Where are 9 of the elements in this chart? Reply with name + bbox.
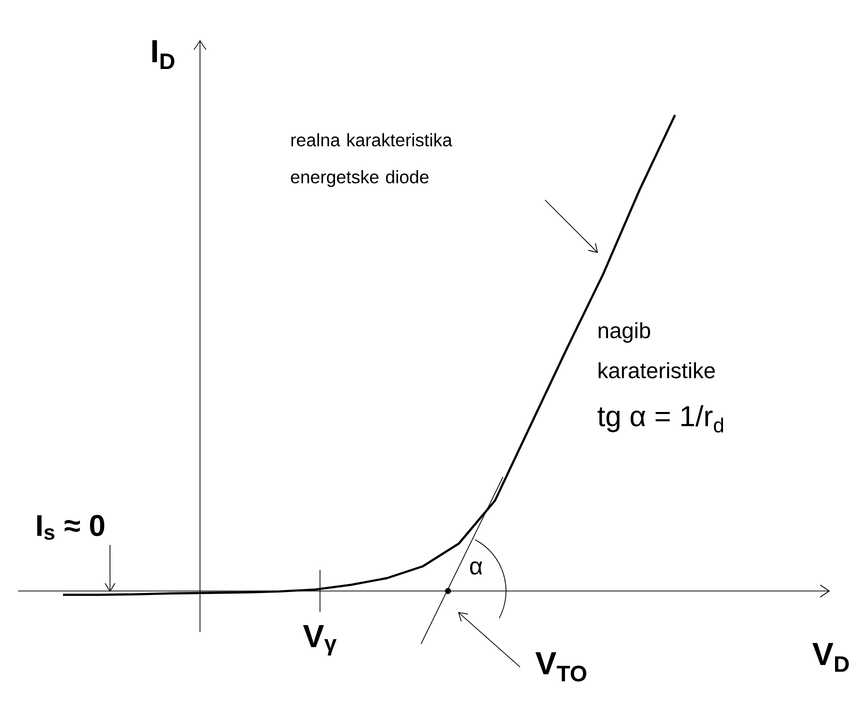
text: realna karakteristika energetske diode <box>290 133 452 187</box>
y-axis-title: I$_{D}$ <box>152 40 174 70</box>
annotation: tg α = 1/r$_{d}$ <box>598 405 724 433</box>
annotation: I$_{s}$ ≈ 0 <box>37 514 104 540</box>
annotation: nagib karateristike <box>598 322 715 378</box>
text: V$_{γ}$ <box>303 625 337 656</box>
text: V$_{TO}$ <box>535 652 586 682</box>
x-axis-title: V$_{D}$ <box>812 642 849 672</box>
annotation: α <box>470 561 482 575</box>
